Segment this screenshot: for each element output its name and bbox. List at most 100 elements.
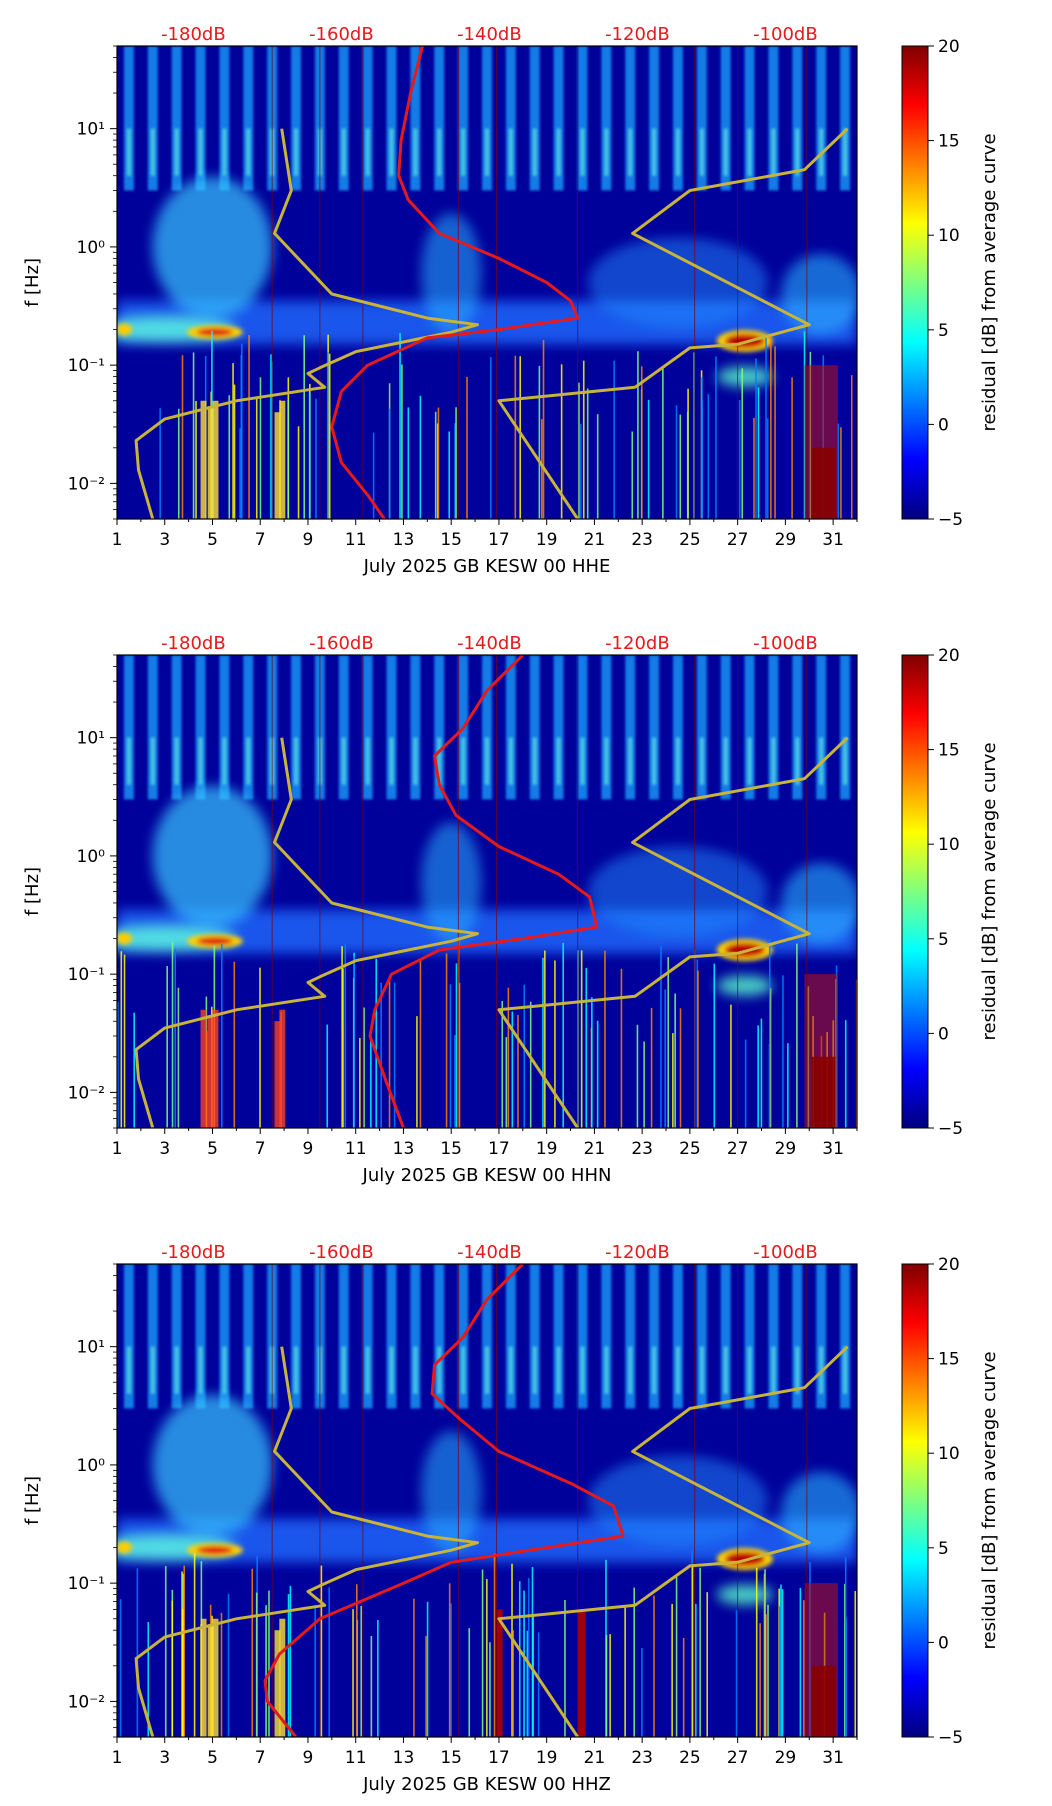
streak (696, 1264, 707, 1409)
x-tick-label: 19 (536, 1139, 558, 1159)
spike (458, 982, 461, 1128)
streak-core (843, 1346, 848, 1394)
db-scale-label: -180dB (161, 24, 226, 45)
streak-core (652, 737, 657, 785)
streak (840, 46, 851, 191)
spike (650, 1007, 653, 1128)
microseism-band (117, 785, 857, 996)
streak-core (723, 128, 728, 176)
x-tick-label: 29 (775, 530, 797, 550)
spike (671, 1603, 673, 1737)
streak-core (341, 1346, 346, 1394)
streak-core (341, 128, 346, 176)
spike (195, 400, 197, 519)
panel-1: 1 3 5 7 9 11 13 15 17 19 21 23 25 27 29 3110⁻²10⁻¹10⁰10… (22, 24, 1000, 577)
hot-spot (196, 937, 233, 946)
spike (686, 411, 689, 519)
spike (596, 1020, 599, 1128)
spike (388, 408, 391, 519)
streak (386, 46, 397, 191)
spike (538, 365, 541, 519)
spike (511, 1011, 514, 1128)
spike (664, 989, 667, 1128)
warm-column (279, 1618, 286, 1737)
spike (147, 1622, 150, 1737)
spike (653, 1595, 655, 1737)
streak (744, 46, 755, 191)
streak-core (246, 737, 251, 785)
spike (426, 1601, 429, 1737)
low-frequency-spikes (159, 330, 857, 519)
blob (781, 253, 857, 334)
spectrogram-area (117, 1264, 857, 1737)
colorbar-tick-label: 0 (938, 1633, 949, 1653)
spike (578, 382, 580, 519)
colorbar-tick-label: −5 (938, 1728, 963, 1748)
low-noise-model-curve (134, 737, 479, 1128)
streak-core (437, 737, 442, 785)
spike (315, 398, 317, 519)
streak-core (341, 737, 346, 785)
streak (768, 655, 779, 800)
streak (338, 655, 349, 800)
storm-block-core (811, 447, 836, 519)
streak-core (675, 128, 680, 176)
spike (308, 392, 311, 519)
streak-core (580, 737, 585, 785)
colorbar-tick-label: −5 (938, 1119, 963, 1139)
panel-3: 1 3 5 7 9 11 13 15 17 19 21 23 25 27 29 3110⁻²10⁻¹10⁰10… (22, 1242, 1000, 1795)
spike (713, 963, 716, 1128)
spike (554, 960, 556, 1128)
spike (380, 982, 382, 1128)
colorbar-tick-label: 20 (938, 37, 960, 57)
x-tick-label: 27 (727, 530, 749, 550)
streak-core (485, 128, 489, 176)
colorbar-label: residual [dB] from average curve (979, 1351, 1000, 1649)
streak (219, 1264, 230, 1409)
streak-core (365, 737, 370, 785)
y-tick-label: 10⁻² (68, 1692, 105, 1712)
spike (388, 978, 391, 1128)
x-tick-label: 31 (822, 1748, 844, 1768)
streak-core (150, 737, 155, 785)
x-tick-label: 25 (679, 1139, 701, 1159)
spike (779, 1606, 781, 1737)
spike (796, 943, 798, 1128)
warm-column (212, 400, 219, 519)
spike (850, 375, 853, 519)
spike (401, 364, 403, 519)
spike (511, 1563, 513, 1737)
x-tick-label: 15 (440, 530, 462, 550)
x-tick-label: 1 (112, 1139, 123, 1159)
streak (147, 655, 158, 800)
y-tick-label: 10⁻¹ (68, 1574, 105, 1594)
spike (489, 1642, 491, 1737)
streak-core (795, 1346, 800, 1394)
x-tick-label: 17 (488, 1139, 510, 1159)
streak-core (461, 1346, 466, 1394)
panel-2: 1 3 5 7 9 11 13 15 17 19 21 23 25 27 29 3110⁻²10⁻¹10⁰10… (22, 633, 1000, 1186)
spike (159, 408, 161, 519)
spike (844, 1583, 846, 1737)
spike (741, 368, 744, 519)
spike (445, 953, 448, 1128)
streak (243, 1264, 254, 1409)
x-tick-label: 31 (822, 530, 844, 550)
spike (136, 1568, 139, 1737)
spike (760, 1018, 763, 1128)
spike (662, 367, 664, 519)
db-scale-label: -120dB (605, 633, 670, 654)
average-psd-curve (263, 1264, 625, 1737)
x-axis-label: July 2025 GB KESW 00 HHN (362, 1165, 612, 1186)
streak (529, 655, 540, 800)
streak (147, 46, 158, 191)
streak (195, 655, 206, 800)
spike (586, 388, 589, 519)
hot-spot (117, 323, 133, 336)
spike (517, 1014, 519, 1128)
streak-core (222, 1346, 227, 1394)
spike (270, 354, 272, 519)
streak (505, 655, 516, 800)
spike (320, 1565, 323, 1737)
streak-core (580, 128, 585, 176)
